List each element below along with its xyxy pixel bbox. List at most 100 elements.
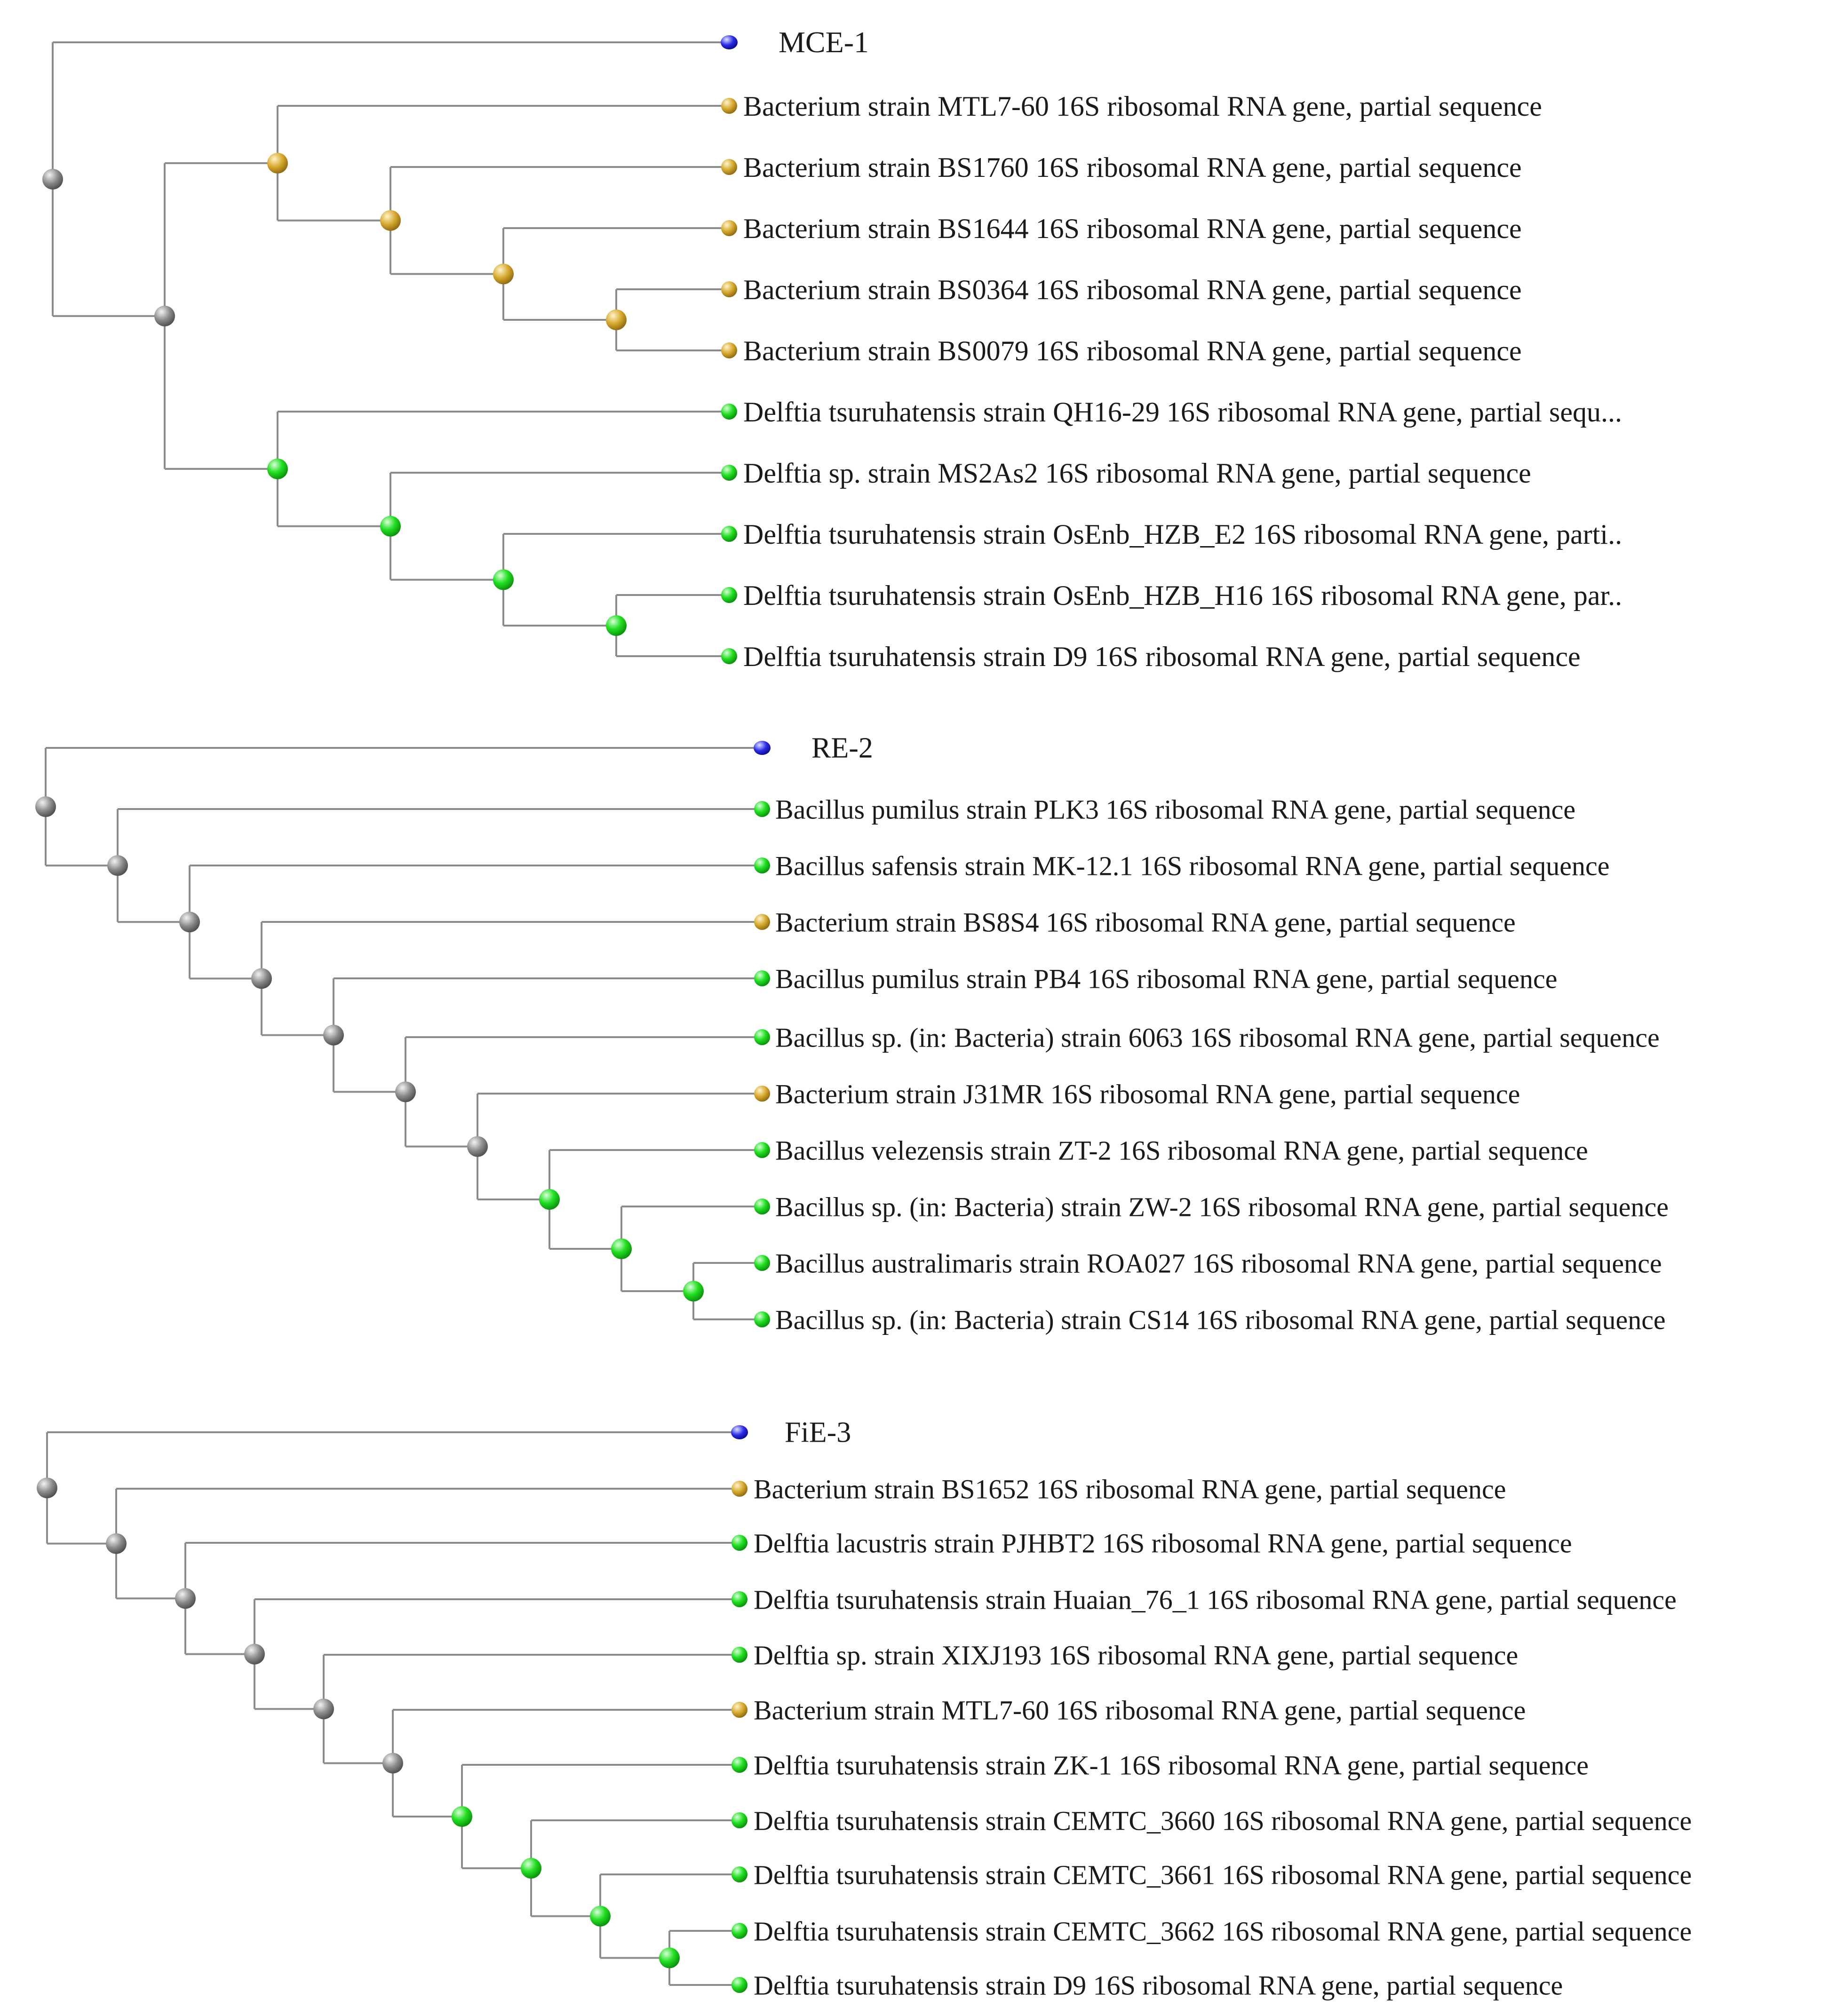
tree-fie-3: FiE-3 Bacterium strain BS1652 16S ribosom… [37,1416,1692,2000]
leaf-label: Bacterium strain BS1760 16S ribosomal RN… [743,152,1522,183]
internal-node-marker[interactable] [683,1281,704,1302]
internal-node-marker[interactable] [380,210,401,231]
leaf-label: Bacterium strain BS8S4 16S ribosomal RNA… [775,907,1516,937]
internal-node-marker[interactable] [606,615,627,636]
leaf-tip-marker[interactable] [732,1535,747,1551]
leaf-tip-marker[interactable] [732,1977,747,1993]
branches [45,747,762,1320]
leaf-tip-marker[interactable] [754,914,770,930]
leaf-tip-marker[interactable] [754,970,770,986]
internal-node-marker[interactable] [267,152,288,174]
internal-node-marker[interactable] [244,1643,265,1665]
branches [52,41,729,657]
query-label: FiE-3 [785,1416,851,1448]
leaf-label: Bacillus pumilus strain PB4 16S ribosoma… [775,963,1557,994]
leaf-tip-marker[interactable] [732,1702,747,1718]
leaf-tip-marker[interactable] [721,465,737,481]
internal-node-marker[interactable] [493,263,514,285]
internal-node-marker[interactable] [179,912,200,933]
internal-node-marker[interactable] [35,796,56,818]
internal-node-marker[interactable] [42,168,63,190]
query-tip-marker[interactable] [754,741,771,755]
leaf-label: Bacillus sp. (in: Bacteria) strain CS14 … [775,1304,1666,1335]
leaf-tip-marker[interactable] [721,648,737,664]
leaf-label: Bacterium strain BS1652 16S ribosomal RN… [754,1474,1506,1504]
leaf-label: Delftia tsuruhatensis strain D9 16S ribo… [743,641,1581,672]
internal-node-marker[interactable] [611,1238,632,1259]
internal-node-marker[interactable] [313,1699,334,1720]
internal-node-marker[interactable] [37,1477,57,1499]
leaf-tip-marker[interactable] [732,1923,747,1939]
internal-node-marker[interactable] [382,1753,403,1774]
tree-re-2: RE-2 Bacillus pumilus strain PLK3 16S rib… [35,732,1669,1335]
leaf-label: Delftia tsuruhatensis strain Huaian_76_1… [754,1584,1677,1615]
internal-node-marker[interactable] [606,310,627,330]
leaf-tip-marker[interactable] [732,1757,747,1773]
leaf-label: Delftia sp. strain MS2As2 16S ribosomal … [743,458,1531,489]
leaf-label: Delftia tsuruhatensis strain QH16-29 16S… [743,397,1622,428]
internal-node-marker[interactable] [452,1806,472,1827]
tips: FiE-3 Bacterium strain BS1652 16S ribosom… [731,1416,1692,2000]
leaf-tip-marker[interactable] [721,526,737,542]
leaf-tip-marker[interactable] [721,281,737,297]
leaf-tip-marker[interactable] [754,1255,770,1271]
leaf-tip-marker[interactable] [754,1198,770,1214]
tips: RE-2 Bacillus pumilus strain PLK3 16S rib… [754,732,1669,1335]
leaf-tip-marker[interactable] [732,1591,747,1607]
internal-nodes [37,1477,680,1968]
leaf-label: Delftia tsuruhatensis strain CEMTC_3662 … [754,1916,1692,1946]
leaf-tip-marker[interactable] [721,342,737,358]
leaf-tip-marker[interactable] [721,98,737,114]
query-tip-marker[interactable] [721,35,738,49]
query-label: RE-2 [811,732,873,764]
leaf-tip-marker[interactable] [721,159,737,175]
leaf-tip-marker[interactable] [754,1029,770,1045]
leaf-label: Delftia tsuruhatensis strain D9 16S ribo… [754,1970,1563,2000]
leaf-tip-marker[interactable] [732,1647,747,1663]
internal-node-marker[interactable] [175,1588,196,1609]
leaf-label: Bacterium strain BS1644 16S ribosomal RN… [743,213,1522,244]
internal-node-marker[interactable] [323,1024,344,1046]
leaf-label: Delftia tsuruhatensis strain CEMTC_3660 … [754,1805,1692,1836]
leaf-tip-marker[interactable] [732,1866,747,1882]
internal-node-marker[interactable] [590,1905,611,1927]
internal-nodes [35,796,704,1302]
internal-node-marker[interactable] [251,968,272,989]
leaf-tip-marker[interactable] [754,801,770,817]
internal-node-marker[interactable] [521,1857,541,1879]
internal-node-marker[interactable] [539,1189,560,1210]
leaf-label: Bacillus australimaris strain ROA027 16S… [775,1248,1662,1278]
internal-node-marker[interactable] [380,516,401,537]
internal-node-marker[interactable] [106,1533,127,1554]
leaf-tip-marker[interactable] [721,220,737,236]
leaf-tip-marker[interactable] [721,587,737,603]
leaf-label: Bacterium strain BS0364 16S ribosomal RN… [743,274,1522,305]
leaf-tip-marker[interactable] [732,1481,747,1497]
internal-node-marker[interactable] [493,569,514,590]
internal-node-marker[interactable] [659,1947,680,1968]
leaf-tip-marker[interactable] [754,1311,770,1327]
leaf-label: Delftia lacustris strain PJHBT2 16S ribo… [754,1528,1572,1558]
query-tip-marker[interactable] [731,1425,748,1439]
internal-node-marker[interactable] [107,855,128,876]
internal-node-marker[interactable] [267,458,288,479]
leaf-tip-marker[interactable] [754,1142,770,1158]
leaf-tip-marker[interactable] [721,404,737,420]
leaf-label: Bacterium strain MTL7-60 16S ribosomal R… [743,91,1542,122]
leaf-tip-marker[interactable] [732,1812,747,1828]
leaf-label: Delftia tsuruhatensis strain ZK-1 16S ri… [754,1750,1589,1780]
leaf-label: Bacillus sp. (in: Bacteria) strain ZW-2 … [775,1191,1669,1222]
leaf-tip-marker[interactable] [754,857,770,873]
internal-node-marker[interactable] [395,1081,416,1103]
internal-node-marker[interactable] [154,305,175,326]
leaf-label: Bacillus velezensis strain ZT-2 16S ribo… [775,1135,1588,1166]
leaf-label: Bacillus sp. (in: Bacteria) strain 6063 … [775,1022,1660,1053]
leaf-label: Bacterium strain J31MR 16S ribosomal RNA… [775,1079,1520,1109]
internal-nodes [42,152,627,636]
leaf-label: Bacterium strain BS0079 16S ribosomal RN… [743,335,1522,366]
internal-node-marker[interactable] [467,1136,488,1157]
leaf-label: Delftia tsuruhatensis strain OsEnb_HZB_E… [743,519,1622,550]
leaf-tip-marker[interactable] [754,1086,770,1102]
